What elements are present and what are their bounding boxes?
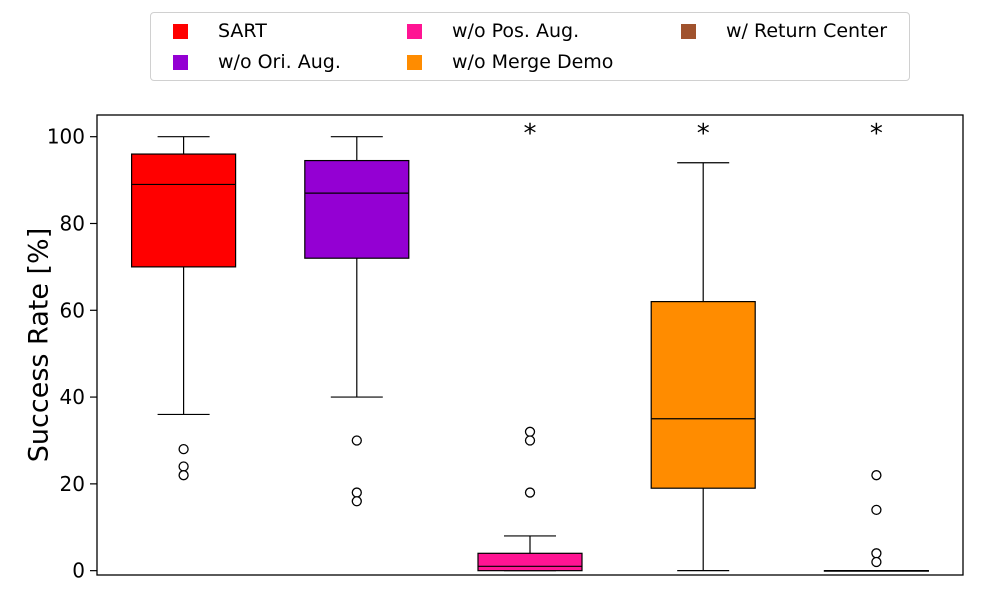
legend-label-wo-pos-aug: w/o Pos. Aug. — [452, 20, 580, 42]
box-w-o-merge-demo: * — [650, 119, 756, 572]
significance-marker: * — [524, 119, 537, 149]
legend-item-w-return-center: w/ Return Center — [681, 19, 887, 43]
significance-marker: * — [697, 119, 710, 149]
outlier-point — [871, 504, 882, 516]
box-w-o-ori-aug — [304, 136, 410, 507]
y-tick-label-60: 60 — [60, 298, 85, 322]
legend-item-wo-ori-aug: w/o Ori. Aug. — [173, 50, 341, 74]
legend-label-w-return-center: w/ Return Center — [726, 20, 888, 42]
box-sart — [131, 136, 237, 481]
outlier-point — [178, 470, 189, 481]
legend-item-sart: SART — [173, 19, 267, 43]
iqr-box — [131, 153, 237, 268]
legend-swatch-wo-ori-aug — [173, 54, 188, 70]
legend-swatch-wo-pos-aug — [407, 23, 422, 39]
outlier-point — [351, 435, 362, 446]
legend-item-wo-merge-demo: w/o Merge Demo — [407, 50, 613, 74]
outlier-point — [871, 556, 882, 568]
outlier-point — [178, 444, 189, 455]
y-tick-label-0: 0 — [72, 559, 85, 583]
legend-swatch-sart — [173, 23, 188, 39]
iqr-box — [304, 159, 410, 259]
outlier-point — [871, 548, 882, 559]
outlier-point — [524, 426, 536, 437]
outlier-point — [178, 461, 189, 472]
outlier-point — [351, 496, 362, 507]
outlier-point — [871, 470, 882, 481]
iqr-box — [477, 552, 583, 572]
significance-marker: * — [870, 119, 883, 149]
y-axis-label: Success Rate [%] — [23, 228, 54, 462]
outlier-point — [524, 487, 536, 498]
iqr-box — [650, 301, 756, 489]
outlier-point — [524, 435, 536, 446]
legend-label-wo-ori-aug: w/o Ori. Aug. — [218, 51, 341, 73]
legend-swatch-wo-merge-demo — [407, 54, 422, 70]
legend-label-sart: SART — [218, 20, 267, 42]
y-tick-label-20: 20 — [60, 472, 85, 496]
legend-item-wo-pos-aug: w/o Pos. Aug. — [407, 19, 579, 43]
y-tick-label-100: 100 — [47, 125, 85, 149]
legend-swatch-w-return-center — [681, 23, 696, 39]
outlier-point — [351, 487, 362, 498]
box-w-o-pos-aug: * — [477, 119, 583, 572]
legend-label-wo-merge-demo: w/o Merge Demo — [452, 51, 614, 73]
y-tick-label-40: 40 — [60, 385, 85, 409]
y-tick-label-80: 80 — [60, 211, 85, 235]
box-w-return-center: * — [823, 119, 930, 572]
legend: SART w/o Ori. Aug. w/o Pos. Aug. w/o Mer… — [150, 12, 910, 81]
plot-area-frame — [96, 114, 964, 576]
